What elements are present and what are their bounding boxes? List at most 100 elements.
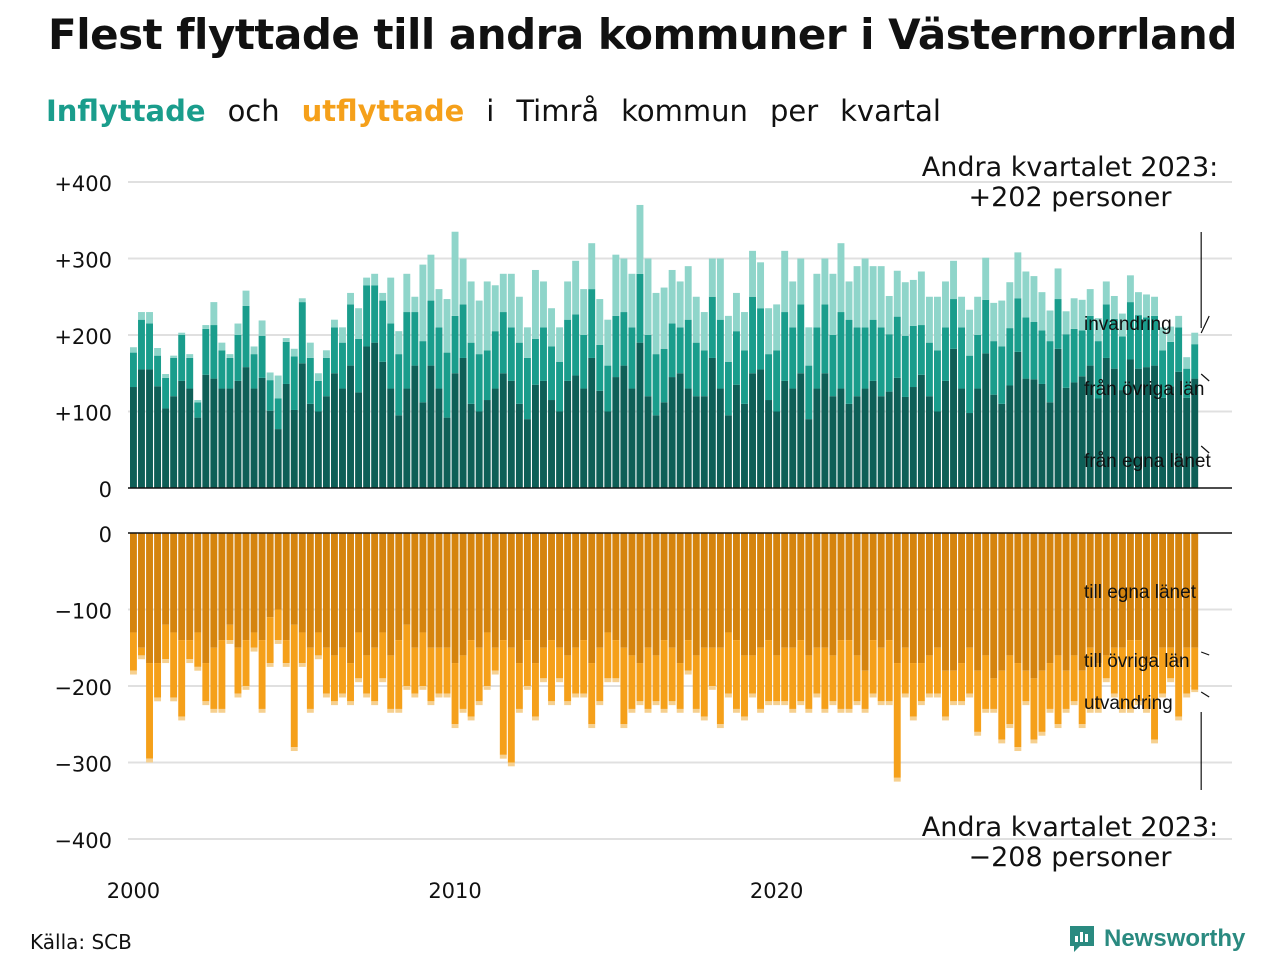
- bar-out-utvandring: [604, 678, 612, 683]
- series-label: till övriga län: [1084, 651, 1190, 672]
- bar-out-utvandring: [893, 777, 901, 782]
- bar-out-till-egna-lanet: [556, 533, 564, 648]
- bar-out-till-egna-lanet: [154, 533, 162, 664]
- bar-in-fran-ovriga-lan: [925, 342, 933, 397]
- bar-in-fran-egna-lanet: [1126, 359, 1134, 488]
- bar-out-till-ovriga-lan: [966, 647, 974, 694]
- bar-out-till-egna-lanet: [1078, 533, 1086, 671]
- bar-out-till-egna-lanet: [974, 533, 982, 671]
- axes: 0 +100 +200 +300 +400 0 −100 −200 −300 −400 2000 20…: [54, 172, 1232, 903]
- bar-out-till-ovriga-lan: [974, 670, 982, 732]
- bar-out-till-egna-lanet: [467, 533, 475, 641]
- bar-in-invandring: [282, 338, 290, 342]
- bar-out-utvandring: [170, 697, 178, 702]
- leader-line: [1200, 373, 1210, 382]
- bar-out-till-ovriga-lan: [1102, 655, 1110, 679]
- bar-in-fran-egna-lanet: [1110, 368, 1118, 488]
- bar-out-till-egna-lanet: [1118, 533, 1126, 648]
- bar-out-utvandring: [837, 708, 845, 713]
- bar-in-fran-ovriga-lan: [741, 350, 748, 404]
- bar-out-utvandring: [379, 678, 387, 683]
- bar-in-fran-ovriga-lan: [636, 273, 644, 343]
- bar-in-fran-ovriga-lan: [1014, 298, 1022, 352]
- bar-out-till-egna-lanet: [829, 533, 837, 656]
- bar-in-fran-egna-lanet: [435, 388, 443, 488]
- bar-out-utvandring: [877, 701, 885, 706]
- bar-in-invandring: [548, 308, 555, 347]
- bar-out-utvandring: [1070, 701, 1078, 706]
- bar-out-till-egna-lanet: [741, 533, 748, 656]
- bar-out-utvandring: [628, 708, 636, 713]
- bar-in-fran-ovriga-lan: [210, 325, 218, 379]
- bar-out-till-egna-lanet: [371, 533, 379, 648]
- bar-out-utvandring: [869, 693, 877, 698]
- bar-in-fran-ovriga-lan: [258, 335, 266, 378]
- bar-in-invandring: [1118, 313, 1126, 337]
- bar-out-till-egna-lanet: [162, 533, 170, 625]
- bar-out-till-egna-lanet: [861, 533, 869, 671]
- bar-in-invandring: [1191, 332, 1199, 345]
- bar-out-till-egna-lanet: [1183, 533, 1191, 648]
- bar-out-till-ovriga-lan: [475, 647, 483, 702]
- bar-out-utvandring: [998, 739, 1006, 744]
- bar-in-invandring: [266, 372, 274, 381]
- bar-out-utvandring: [684, 670, 692, 675]
- bar-in-fran-egna-lanet: [934, 411, 941, 488]
- bar-out-utvandring: [668, 701, 676, 706]
- bar-out-till-ovriga-lan: [724, 632, 732, 694]
- bar-in-invandring: [636, 204, 644, 274]
- bar-out-till-egna-lanet: [194, 533, 202, 633]
- bar-in-invandring: [387, 277, 395, 324]
- bar-in-invandring: [322, 350, 330, 358]
- bar-out-till-egna-lanet: [1046, 533, 1054, 664]
- bar-in-fran-ovriga-lan: [355, 338, 363, 393]
- bar-out-till-ovriga-lan: [411, 647, 419, 694]
- bar-in-invandring: [1151, 296, 1158, 316]
- bar-out-till-egna-lanet: [387, 533, 395, 656]
- bar-in-invandring: [716, 258, 724, 320]
- bar-in-fran-ovriga-lan: [1167, 341, 1175, 387]
- bar-in-fran-ovriga-lan: [644, 335, 652, 397]
- bar-in-fran-ovriga-lan: [652, 354, 660, 416]
- bar-in-invandring: [532, 269, 539, 339]
- bar-in-fran-ovriga-lan: [419, 341, 427, 403]
- bar-in-fran-ovriga-lan: [1022, 317, 1030, 379]
- bar-out-till-egna-lanet: [515, 533, 523, 664]
- bar-in-fran-egna-lanet: [588, 357, 596, 488]
- bar-out-till-egna-lanet: [282, 533, 290, 641]
- bar-out-till-egna-lanet: [1062, 533, 1070, 671]
- bar-out-till-ovriga-lan: [387, 655, 395, 709]
- bar-in-invandring: [1086, 289, 1094, 316]
- bar-in-invandring: [676, 281, 684, 328]
- bar-out-till-ovriga-lan: [1135, 640, 1142, 702]
- bar-in-fran-ovriga-lan: [371, 285, 379, 343]
- bar-out-utvandring: [958, 701, 966, 706]
- bar-out-utvandring: [885, 701, 893, 706]
- bar-in-fran-ovriga-lan: [146, 323, 153, 370]
- bar-out-utvandring: [1183, 693, 1191, 698]
- bar-out-utvandring: [475, 701, 483, 706]
- bar-out-till-egna-lanet: [403, 533, 411, 625]
- bar-in-fran-ovriga-lan: [588, 289, 596, 358]
- bar-out-till-ovriga-lan: [435, 647, 443, 694]
- bar-out-utvandring: [853, 701, 861, 706]
- bar-in-invandring: [652, 292, 660, 355]
- bar-in-invandring: [1135, 292, 1142, 316]
- bar-in-fran-ovriga-lan: [306, 357, 314, 404]
- bar-in-invandring: [813, 273, 821, 328]
- bar-out-till-ovriga-lan: [515, 663, 523, 709]
- bar-in-fran-ovriga-lan: [322, 357, 330, 397]
- bar-in-fran-ovriga-lan: [162, 377, 170, 409]
- bar-in-fran-egna-lanet: [684, 388, 692, 488]
- bar-in-invandring: [556, 327, 564, 362]
- y-tick-label: +400: [54, 172, 112, 196]
- bar-out-till-egna-lanet: [483, 533, 491, 633]
- bar-in-fran-ovriga-lan: [958, 327, 966, 389]
- bar-in-invandring: [1070, 298, 1078, 329]
- bar-in-invandring: [733, 292, 740, 332]
- bar-out-till-ovriga-lan: [194, 632, 202, 667]
- bar-out-utvandring: [1110, 693, 1118, 698]
- bar-out-till-ovriga-lan: [684, 640, 692, 671]
- bar-in-fran-egna-lanet: [274, 429, 282, 488]
- bar-out-till-ovriga-lan: [781, 647, 789, 702]
